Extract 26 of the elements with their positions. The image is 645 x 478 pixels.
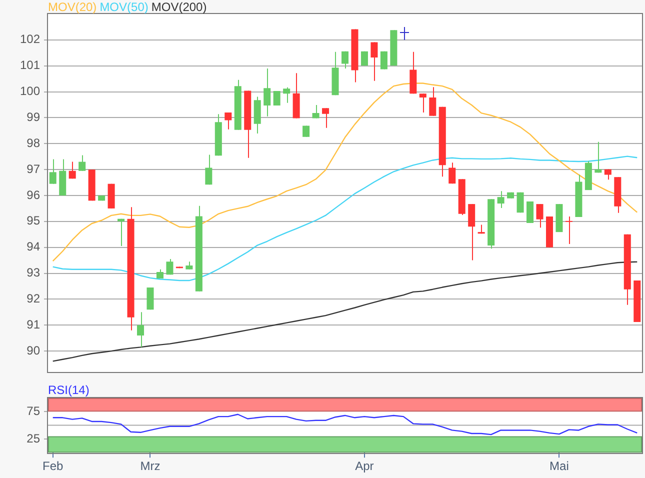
y-tick-label: 98 bbox=[26, 136, 40, 150]
y-tick-label: 92 bbox=[26, 292, 40, 306]
y-tick-label: 94 bbox=[26, 240, 40, 254]
y-tick-label: 25 bbox=[26, 431, 40, 446]
candlestick bbox=[322, 108, 330, 128]
x-tick-label: Mai bbox=[550, 459, 569, 474]
y-tick-label: 97 bbox=[26, 162, 40, 176]
y-tick-label: 100 bbox=[20, 84, 40, 98]
y-tick-label: 102 bbox=[20, 32, 40, 46]
x-tick-label: Apr bbox=[355, 459, 374, 474]
y-tick-label: 91 bbox=[26, 317, 40, 332]
y-tick-label: 96 bbox=[26, 188, 40, 202]
y-tick-label: 99 bbox=[26, 110, 40, 124]
y-tick-label: 95 bbox=[26, 214, 40, 228]
x-tick-label: Mrz bbox=[140, 459, 160, 474]
x-tick-label: Feb bbox=[42, 459, 64, 474]
series-label: RSI(14) bbox=[48, 383, 90, 397]
text: MOV(200) bbox=[151, 0, 207, 14]
y-tick-label: 101 bbox=[20, 58, 40, 72]
candlestick bbox=[536, 204, 544, 228]
text: MOV(50) bbox=[100, 0, 148, 14]
y-tick-label: 90 bbox=[26, 343, 40, 358]
text: MOV(20) bbox=[48, 0, 97, 14]
candlestick bbox=[146, 287, 154, 310]
y-tick-label: 75 bbox=[26, 404, 40, 418]
y-tick-label: 93 bbox=[26, 266, 40, 280]
